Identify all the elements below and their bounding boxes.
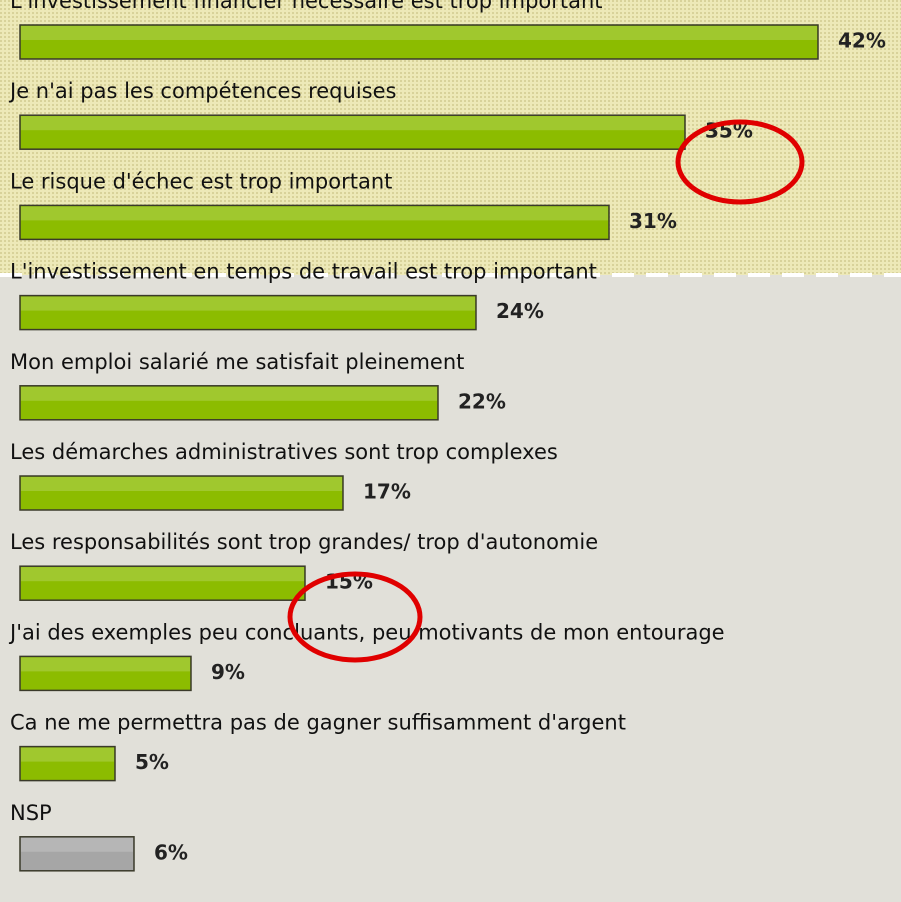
bar xyxy=(19,565,306,601)
bar-shade xyxy=(21,26,817,40)
annotation-circle xyxy=(675,119,805,205)
bar-shade xyxy=(21,116,684,131)
bar xyxy=(19,385,439,421)
bar xyxy=(19,24,819,60)
bar-shade xyxy=(21,477,342,491)
bar-shade xyxy=(21,837,133,852)
bar xyxy=(19,836,135,872)
category-label: NSP xyxy=(10,801,52,825)
bar-shade xyxy=(21,296,475,311)
value-label: 5% xyxy=(135,750,169,774)
bar-shade xyxy=(21,206,608,221)
bar xyxy=(19,655,192,692)
bar xyxy=(19,475,344,511)
bar-shade xyxy=(21,657,190,672)
category-label: Ca ne me permettra pas de gagner suffisa… xyxy=(10,711,626,735)
category-label: L'investissement en temps de travail est… xyxy=(10,260,597,284)
value-label: 42% xyxy=(838,29,886,53)
category-label: Les démarches administratives sont trop … xyxy=(10,440,558,464)
bar xyxy=(19,114,686,150)
category-label: Les responsabilités sont trop grandes/ t… xyxy=(10,530,598,554)
bar-shade xyxy=(21,747,114,762)
value-label: 17% xyxy=(363,480,411,504)
value-label: 31% xyxy=(629,209,677,233)
bar-shade xyxy=(21,567,304,582)
bar xyxy=(19,294,477,331)
value-label: 6% xyxy=(154,840,188,864)
bar-shade xyxy=(21,386,437,401)
value-label: 24% xyxy=(496,299,544,323)
annotation-circle xyxy=(287,571,423,663)
category-label: L'investissement financier nécessaire es… xyxy=(10,0,603,13)
category-label: Je n'ai pas les compétences requises xyxy=(8,79,396,103)
value-label: 9% xyxy=(211,660,245,684)
bar xyxy=(19,745,116,782)
bar xyxy=(19,204,610,241)
category-label: Le risque d'échec est trop important xyxy=(10,169,392,193)
category-label: J'ai des exemples peu concluants, peu mo… xyxy=(8,620,725,644)
value-label: 22% xyxy=(458,389,506,413)
category-label: Mon emploi salarié me satisfait pleineme… xyxy=(10,350,464,374)
